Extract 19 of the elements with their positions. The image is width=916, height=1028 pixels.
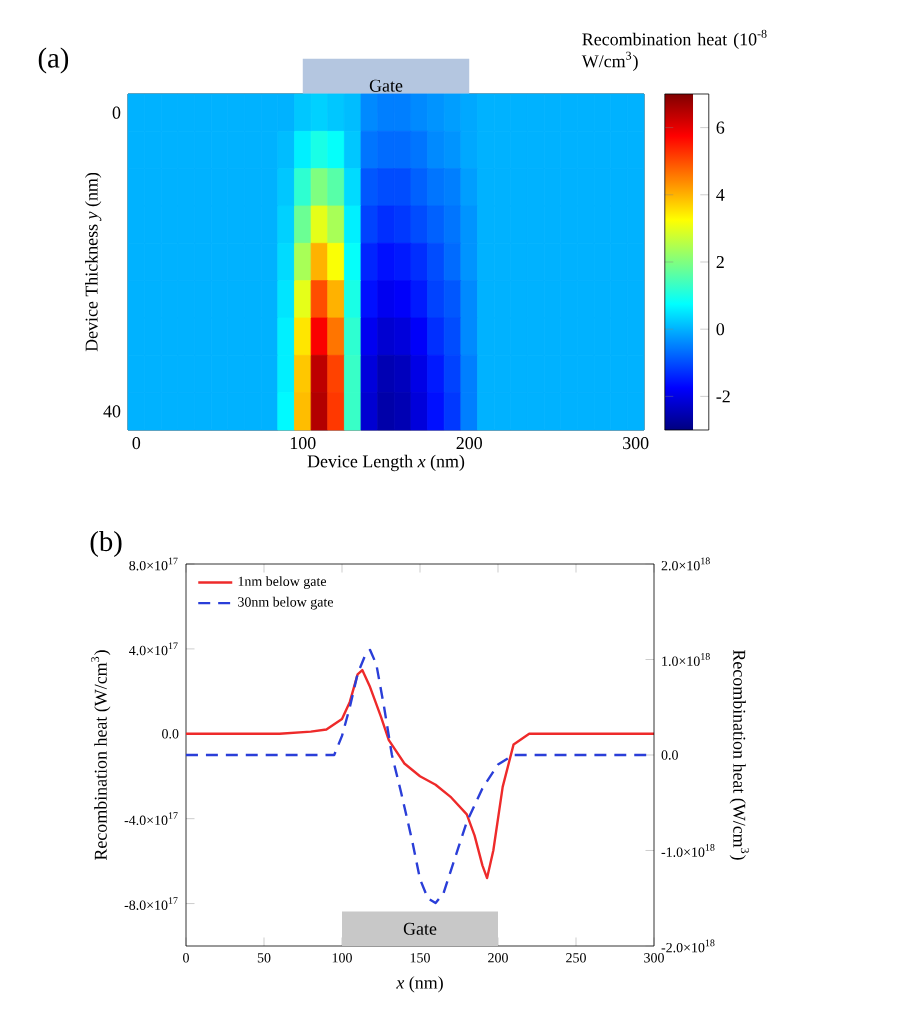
band-label: Gate <box>403 922 437 935</box>
x-tick-label: 100 <box>290 437 316 450</box>
color-bar-label: 0 <box>716 323 725 336</box>
color-bar-label: 2 <box>716 256 724 268</box>
x-tick-label: 200 <box>456 437 482 450</box>
color-bar-label: -2 <box>716 390 730 403</box>
x-tick-label: 300 <box>623 437 649 450</box>
y2-axis-title: Recombination heat (W/cm$^{3}$) <box>729 649 749 860</box>
chart-title: (a) <box>38 47 69 74</box>
y-axis-title: Recombination heat (W/cm$^{3}$) <box>91 650 111 861</box>
color-bar-label: 6 <box>716 121 725 134</box>
text: Recombination heat (10$^{-8}$ W/cm$^{3}$) <box>581 29 767 71</box>
band-label: Gate <box>369 79 403 92</box>
color-bar-label: 4 <box>716 188 725 201</box>
y-tick-label: 40 <box>103 405 121 418</box>
x-axis-title: Device Length x (nm) <box>307 454 465 472</box>
chart-title: (b) <box>90 530 122 557</box>
x-axis-title: x (nm) <box>396 976 443 993</box>
y-axis-title: Device Thickness y (nm) <box>85 172 102 352</box>
